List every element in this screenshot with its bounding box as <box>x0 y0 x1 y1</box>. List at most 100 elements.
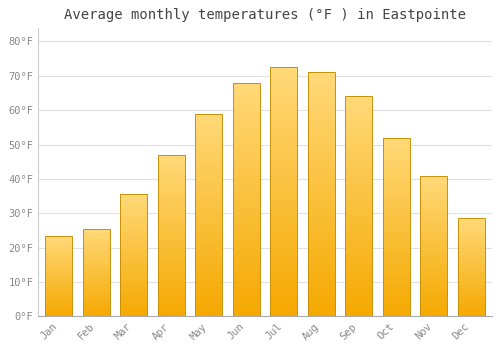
Bar <box>120 211 148 213</box>
Bar <box>195 121 222 124</box>
Bar <box>382 223 409 225</box>
Bar <box>382 276 409 279</box>
Bar <box>195 235 222 238</box>
Bar <box>120 294 148 295</box>
Bar <box>308 133 334 136</box>
Bar <box>158 236 184 238</box>
Bar <box>382 252 409 254</box>
Bar <box>232 150 260 153</box>
Bar <box>120 210 148 211</box>
Bar <box>270 211 297 214</box>
Bar <box>345 272 372 275</box>
Bar <box>195 306 222 309</box>
Bar <box>120 206 148 208</box>
Bar <box>308 173 334 176</box>
Bar <box>420 246 447 248</box>
Bar <box>46 268 72 269</box>
Bar <box>420 179 447 181</box>
Bar <box>345 187 372 190</box>
Bar <box>308 307 334 310</box>
Bar <box>232 83 260 316</box>
Bar <box>83 264 110 265</box>
Bar <box>345 294 372 297</box>
Bar <box>458 228 484 230</box>
Bar <box>308 213 334 216</box>
Bar <box>458 218 484 316</box>
Bar <box>270 285 297 288</box>
Bar <box>46 245 72 246</box>
Bar <box>158 262 184 264</box>
Bar <box>420 219 447 221</box>
Bar <box>232 252 260 255</box>
Bar <box>345 220 372 223</box>
Bar <box>120 197 148 199</box>
Bar <box>270 226 297 229</box>
Bar <box>46 258 72 259</box>
Bar <box>83 302 110 303</box>
Bar <box>308 118 334 121</box>
Bar <box>458 226 484 227</box>
Bar <box>232 109 260 112</box>
Bar <box>382 184 409 187</box>
Bar <box>158 304 184 306</box>
Bar <box>232 246 260 249</box>
Bar <box>420 311 447 313</box>
Bar <box>345 292 372 294</box>
Bar <box>83 261 110 262</box>
Bar <box>382 209 409 211</box>
Bar <box>345 182 372 184</box>
Bar <box>120 310 148 312</box>
Bar <box>232 173 260 176</box>
Bar <box>120 292 148 294</box>
Bar <box>158 199 184 201</box>
Bar <box>83 299 110 300</box>
Bar <box>382 211 409 214</box>
Bar <box>382 245 409 247</box>
Bar <box>83 284 110 285</box>
Bar <box>270 304 297 307</box>
Bar <box>232 97 260 100</box>
Bar <box>232 287 260 290</box>
Bar <box>458 234 484 236</box>
Bar <box>120 208 148 210</box>
Bar <box>195 212 222 215</box>
Bar <box>420 313 447 315</box>
Bar <box>158 226 184 228</box>
Bar <box>195 164 222 167</box>
Bar <box>382 200 409 203</box>
Bar <box>232 86 260 89</box>
Bar <box>420 265 447 267</box>
Bar <box>458 262 484 264</box>
Bar <box>158 254 184 256</box>
Bar <box>46 286 72 287</box>
Bar <box>83 312 110 313</box>
Bar <box>83 248 110 250</box>
Bar <box>458 244 484 245</box>
Bar <box>83 285 110 286</box>
Bar <box>270 176 297 180</box>
Bar <box>420 255 447 257</box>
Bar <box>46 277 72 278</box>
Bar <box>458 309 484 310</box>
Bar <box>308 152 334 155</box>
Bar <box>195 225 222 228</box>
Bar <box>458 239 484 240</box>
Bar <box>83 300 110 301</box>
Bar <box>308 194 334 197</box>
Bar <box>382 281 409 283</box>
Bar <box>458 308 484 309</box>
Bar <box>120 315 148 316</box>
Bar <box>308 304 334 307</box>
Bar <box>420 304 447 306</box>
Bar <box>345 215 372 217</box>
Bar <box>232 208 260 211</box>
Title: Average monthly temperatures (°F ) in Eastpointe: Average monthly temperatures (°F ) in Ea… <box>64 8 466 22</box>
Bar <box>83 239 110 240</box>
Bar <box>345 314 372 316</box>
Bar <box>195 251 222 253</box>
Bar <box>345 256 372 259</box>
Bar <box>120 240 148 242</box>
Bar <box>120 304 148 306</box>
Bar <box>120 234 148 236</box>
Bar <box>195 301 222 304</box>
